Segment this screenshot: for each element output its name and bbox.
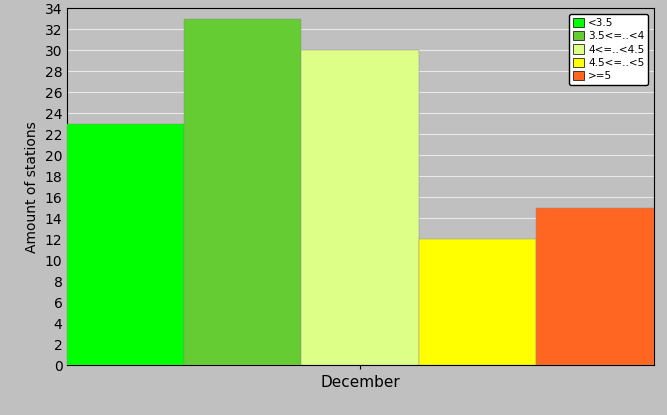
Bar xyxy=(184,19,301,365)
Bar xyxy=(301,50,419,365)
Legend: <3.5, 3.5<=..<4, 4<=..<4.5, 4.5<=..<5, >=5: <3.5, 3.5<=..<4, 4<=..<4.5, 4.5<=..<5, >… xyxy=(570,14,648,85)
Bar xyxy=(536,208,654,365)
Y-axis label: Amount of stations: Amount of stations xyxy=(25,121,39,253)
Bar xyxy=(67,124,184,365)
Bar xyxy=(419,239,536,365)
